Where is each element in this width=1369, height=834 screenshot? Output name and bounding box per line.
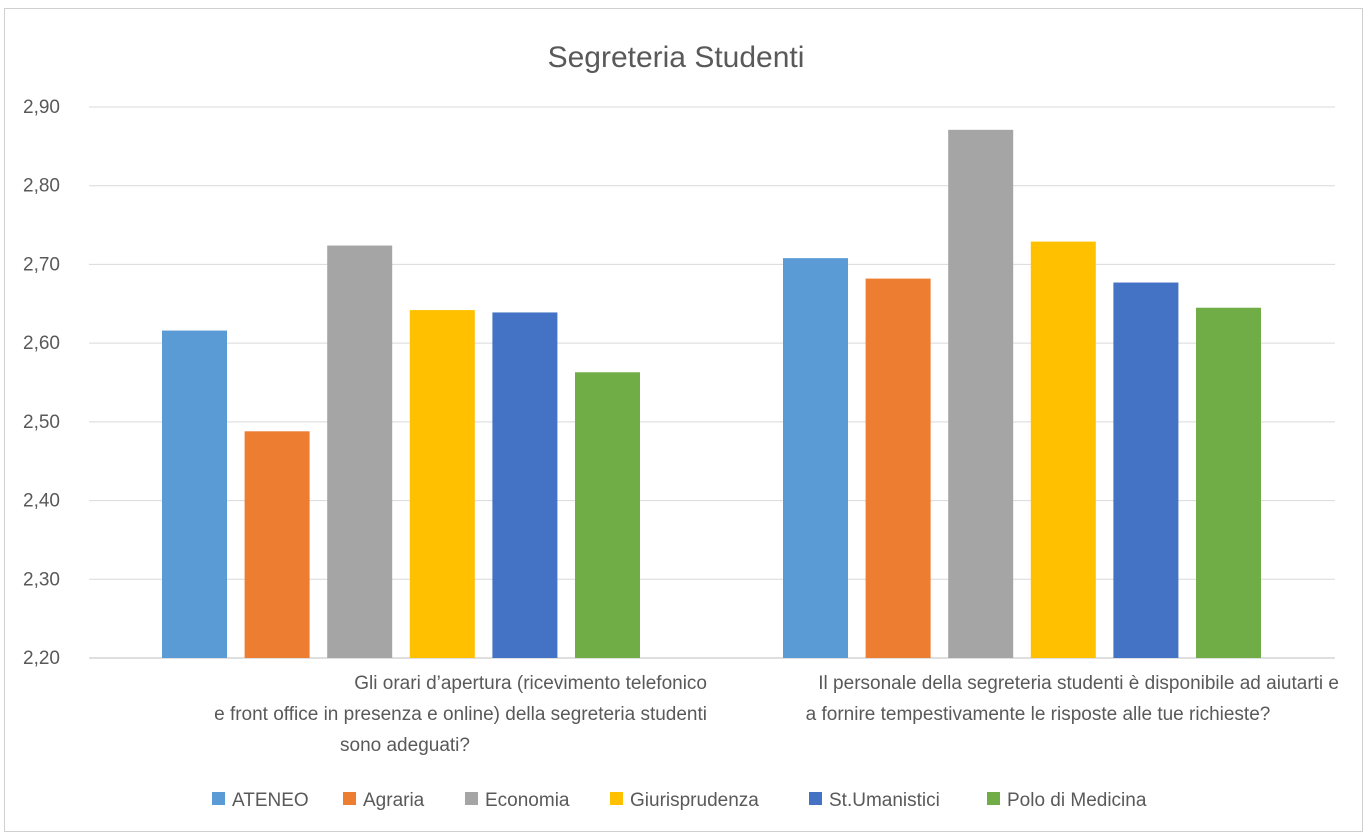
bar-agraria xyxy=(244,431,310,658)
legend-swatch xyxy=(343,792,356,805)
x-category-label: Gli orari d’apertura (ricevimento telefo… xyxy=(354,673,707,694)
x-category-label: a fornire tempestivamente le risposte al… xyxy=(806,704,1271,725)
bar-giurisprudenza xyxy=(1030,241,1096,658)
bar-polo-di-medicina xyxy=(1196,307,1261,658)
bar-economia xyxy=(327,245,393,658)
bar-giurisprudenza xyxy=(409,310,475,658)
x-category-label: e front office in presenza e online) del… xyxy=(214,704,707,725)
legend-swatch xyxy=(809,792,822,805)
x-axis: Gli orari d’apertura (ricevimento telefo… xyxy=(214,673,1339,756)
bars xyxy=(162,129,1261,658)
legend-swatch xyxy=(610,792,623,805)
bar-polo-di-medicina xyxy=(575,372,640,658)
chart-title: Segreteria Studenti xyxy=(548,41,805,74)
bar-ateneo xyxy=(162,330,227,658)
x-category-label: Il personale della segreteria studenti è… xyxy=(818,673,1339,694)
bar-chart: Segreteria Studenti 2,20 2,30 2,40 2,50 2,60… xyxy=(23,41,1339,811)
y-tick-label: 2,60 xyxy=(23,333,60,354)
legend-label: St.Umanistici xyxy=(829,790,940,811)
y-tick-label: 2,20 xyxy=(23,648,60,669)
legend-label: Polo di Medicina xyxy=(1007,790,1147,811)
x-category-label: sono adeguati? xyxy=(340,735,470,756)
legend-swatch xyxy=(212,792,225,805)
y-tick-label: 2,30 xyxy=(23,569,60,590)
bar-economia xyxy=(948,129,1014,658)
y-tick-label: 2,50 xyxy=(23,412,60,433)
bar-agraria xyxy=(865,278,931,658)
y-tick-label: 2,70 xyxy=(23,254,60,275)
legend-swatch xyxy=(465,792,478,805)
legend-swatch xyxy=(987,792,1000,805)
y-tick-label: 2,40 xyxy=(23,491,60,512)
y-tick-label: 2,90 xyxy=(23,97,60,118)
chart-frame: Segreteria Studenti 2,20 2,30 2,40 2,50 2,60… xyxy=(4,8,1363,832)
legend-label: Giurisprudenza xyxy=(630,790,759,811)
legend-label: Economia xyxy=(485,790,570,811)
legend-label: ATENEO xyxy=(232,790,309,811)
y-axis: 2,20 2,30 2,40 2,50 2,60 2,70 2,80 2,90 xyxy=(23,97,60,669)
legend: ATENEO Agraria Economia Giurisprudenza St.Um… xyxy=(212,790,1147,811)
y-tick-label: 2,80 xyxy=(23,176,60,197)
bar-ateneo xyxy=(783,258,848,658)
bar-st-umanistici xyxy=(1113,282,1179,658)
bar-st-umanistici xyxy=(492,312,558,658)
legend-label: Agraria xyxy=(363,790,425,811)
